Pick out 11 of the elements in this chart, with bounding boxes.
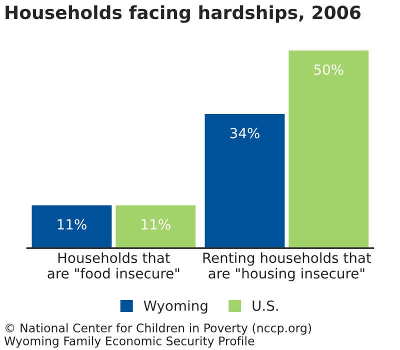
data-label: 11% [142,219,170,230]
data-label: 34% [230,128,260,138]
legend-label: Wyoming [144,300,208,314]
data-label: 50% [314,64,344,75]
legend-label: U.S. [252,300,278,311]
text: Wyoming Family Economic Security Profile [4,336,254,348]
text: © National Center for Children in Poverty (nccp.org) [6,323,312,335]
x-tick-label: Renting households that are "housing insecure" [203,252,372,282]
x-tick-label: Households that are "food insecure" [48,252,180,279]
chart-title: Households facing hardships, 2006 [6,5,361,23]
data-label: 11% [58,219,86,230]
